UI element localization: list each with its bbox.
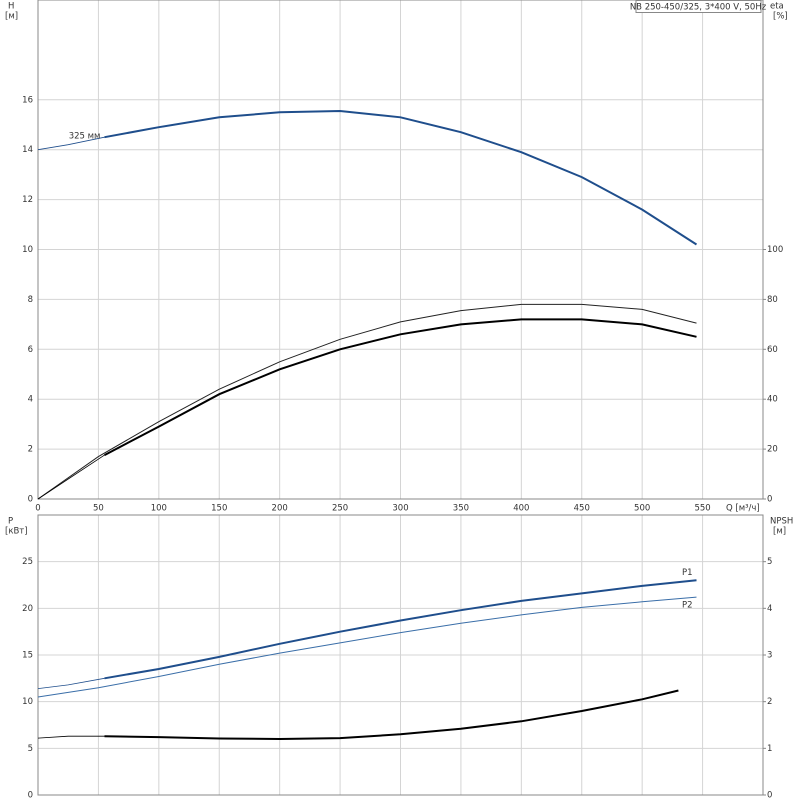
- y-tick-label: 14: [22, 145, 33, 155]
- x-tick-label: 450: [574, 504, 590, 514]
- curve: [37, 303, 697, 500]
- x-tick-label: 100: [151, 504, 167, 514]
- x-tick-label: 200: [272, 504, 288, 514]
- x-tick-label: 550: [694, 504, 710, 514]
- y2-tick-label: 20: [767, 445, 778, 455]
- y-tick-label: 8: [28, 295, 33, 305]
- x-tick-label: 350: [453, 504, 469, 514]
- curve: [104, 579, 697, 680]
- curve-label: 325 мм: [69, 132, 101, 142]
- chart-title: NB 250-450/325, 3*400 V, 50Hz: [630, 3, 767, 13]
- y-tick-label: 6: [28, 345, 33, 355]
- x-tick-label: 500: [634, 504, 650, 514]
- y-tick-label: 16: [22, 95, 33, 105]
- y-tick-label: 2: [28, 445, 33, 455]
- y2-tick-label: 100: [767, 245, 783, 255]
- y-tick-label: 0: [28, 495, 33, 505]
- y2-tick-label: 0: [767, 791, 772, 800]
- y2-tick-label: 5: [767, 557, 772, 567]
- y-unit: [кВт]: [5, 527, 28, 537]
- y-tick-label: 0: [28, 791, 33, 800]
- curve: [104, 318, 697, 456]
- y-label: P: [8, 517, 13, 527]
- y-tick-label: 4: [28, 395, 33, 405]
- plot-frame: [37, 0, 764, 500]
- y-tick-label: 10: [22, 245, 33, 255]
- y-label: H: [8, 2, 14, 12]
- y2-label: eta: [770, 2, 784, 12]
- y2-tick-label: 2: [767, 697, 772, 707]
- y-tick-label: 25: [22, 557, 33, 567]
- y2-tick-label: 80: [767, 295, 778, 305]
- curve: [37, 596, 697, 698]
- x-tick-label: 400: [513, 504, 529, 514]
- x-tick-label: 250: [332, 504, 348, 514]
- curve: [37, 454, 105, 500]
- y2-tick-label: 1: [767, 744, 772, 754]
- y-tick-label: 10: [22, 697, 33, 707]
- y-tick-label: 15: [22, 651, 33, 661]
- y-tick-label: 12: [22, 195, 33, 205]
- curve: [37, 136, 105, 151]
- y2-tick-label: 4: [767, 604, 772, 614]
- x-tick-label: 150: [211, 504, 227, 514]
- y2-tick-label: 3: [767, 651, 772, 661]
- x-tick-label: 50: [93, 504, 104, 514]
- curve-label: P2: [682, 601, 693, 611]
- x-label: Q [м³/ч]: [726, 504, 760, 514]
- y2-tick-label: 0: [767, 495, 772, 505]
- y2-tick-label: 60: [767, 345, 778, 355]
- y-tick-label: 5: [28, 744, 33, 754]
- curve: [104, 689, 679, 741]
- y2-tick-label: 40: [767, 395, 778, 405]
- y-unit: [м]: [5, 12, 18, 22]
- plot-frame: [37, 514, 764, 796]
- curve: [37, 735, 105, 739]
- y-tick-label: 20: [22, 604, 33, 614]
- y2-unit: [м]: [773, 527, 786, 537]
- x-tick-label: 0: [35, 504, 40, 514]
- curve: [104, 109, 698, 246]
- y2-unit: [%]: [773, 12, 788, 22]
- y2-label: NPSH: [770, 517, 793, 527]
- curve-label: P1: [682, 568, 693, 578]
- x-tick-label: 300: [392, 504, 408, 514]
- title-box: [635, 0, 762, 13]
- curve: [37, 677, 105, 689]
